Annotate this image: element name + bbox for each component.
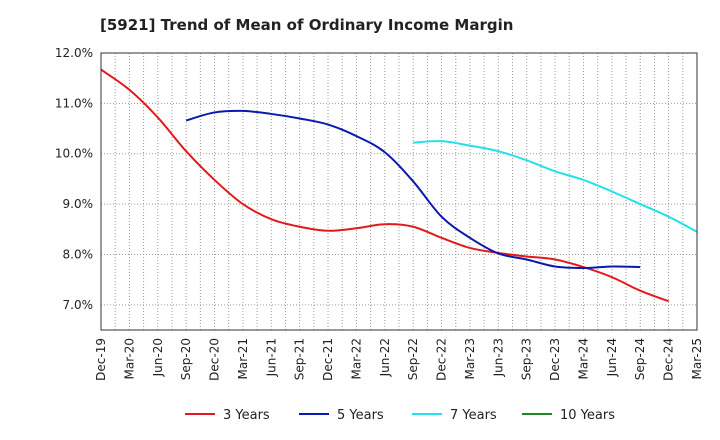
x-tick-label: Sep-24 <box>633 338 647 380</box>
x-tick-label: Jun-22 <box>378 338 392 377</box>
x-tick-label: Jun-21 <box>264 338 278 377</box>
x-tick-label: Mar-20 <box>122 338 136 379</box>
y-tick-label: 7.0% <box>63 298 94 312</box>
y-tick-label: 10.0% <box>55 147 93 161</box>
legend-label: 7 Years <box>450 408 497 423</box>
series-line-2 <box>185 109 641 270</box>
x-tick-label: Dec-24 <box>662 338 676 381</box>
plot-frame <box>100 52 698 331</box>
x-tick-label: Mar-24 <box>576 338 590 379</box>
x-tick-label: Sep-21 <box>293 338 307 380</box>
series-line-3 <box>413 140 698 233</box>
x-tick-label: Mar-21 <box>236 338 250 379</box>
legend-label: 3 Years <box>223 408 270 423</box>
x-tick-label: Dec-23 <box>548 338 562 381</box>
y-tick-label: 8.0% <box>63 247 94 261</box>
y-axis: 7.0% 8.0% 9.0% 10.0% 11.0% 12.0% <box>55 46 93 312</box>
x-tick-label: Sep-20 <box>179 338 193 380</box>
x-tick-label: Sep-22 <box>406 338 420 380</box>
x-tick-label: Jun-24 <box>605 338 619 377</box>
y-tick-label: 11.0% <box>55 96 93 110</box>
x-tick-label: Dec-19 <box>94 338 108 381</box>
y-tick-label: 9.0% <box>63 197 94 211</box>
x-tick-label: Sep-23 <box>520 338 534 380</box>
series-lines <box>100 68 698 303</box>
x-tick-label: Mar-22 <box>349 338 363 379</box>
legend: 3 Years 5 Years 7 Years 10 Years <box>185 408 615 423</box>
grid <box>101 52 697 330</box>
x-tick-label: Mar-23 <box>463 338 477 379</box>
x-tick-label: Mar-25 <box>690 338 704 379</box>
legend-label: 10 Years <box>560 408 615 423</box>
legend-label: 5 Years <box>337 408 384 423</box>
series-line-1 <box>100 68 669 303</box>
y-tick-label: 12.0% <box>55 46 93 60</box>
x-tick-label: Dec-20 <box>208 338 222 381</box>
x-axis: Dec-19 Mar-20 Jun-20 Sep-20 Dec-20 Mar-21 Jun-… <box>94 338 704 381</box>
x-tick-label: Dec-21 <box>321 338 335 381</box>
x-tick-label: Jun-20 <box>151 338 165 377</box>
x-tick-label: Jun-23 <box>491 338 505 377</box>
x-tick-label: Dec-22 <box>435 338 449 381</box>
chart-title: [5921] Trend of Mean of Ordinary Income … <box>100 16 513 34</box>
